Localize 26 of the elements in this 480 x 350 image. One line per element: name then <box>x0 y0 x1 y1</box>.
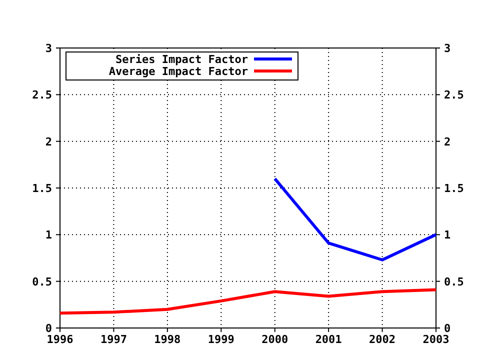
y2-tick-label: 1.5 <box>444 182 464 195</box>
x-tick-label: 1997 <box>100 333 127 346</box>
y2-tick-label: 2.5 <box>444 88 464 102</box>
x-tick-label: 2000 <box>262 333 288 346</box>
y2-tick-label: 2 <box>444 135 451 148</box>
y2-tick-label: 1 <box>444 228 451 242</box>
y2-tick-label: 0 <box>444 322 451 335</box>
y2-tick-label: 3 <box>444 42 451 55</box>
y-tick-label: 0 <box>45 322 52 335</box>
x-tick-label: 2002 <box>369 333 396 346</box>
line-series <box>273 177 438 262</box>
line-series <box>58 288 438 315</box>
x-tick-label: 2003 <box>422 333 450 346</box>
x-tick-label: 1999 <box>208 333 234 346</box>
legend-label: Average Impact Factor <box>108 65 248 78</box>
x-tick-label: 2001 <box>315 333 342 346</box>
x-tick-label: 1996 <box>46 333 74 346</box>
y-tick-label: 2.5 <box>32 88 52 102</box>
y-tick-label: 2 <box>45 135 52 148</box>
y-tick-label: 3 <box>45 42 52 55</box>
y-tick-label: 1 <box>45 228 52 242</box>
y-tick-label: 0.5 <box>32 275 52 288</box>
x-tick-label: 1998 <box>154 333 181 346</box>
legend-label: Series Impact Factor <box>116 53 248 66</box>
y2-tick-label: 0.5 <box>444 275 464 288</box>
y-tick-label: 1.5 <box>32 182 52 195</box>
